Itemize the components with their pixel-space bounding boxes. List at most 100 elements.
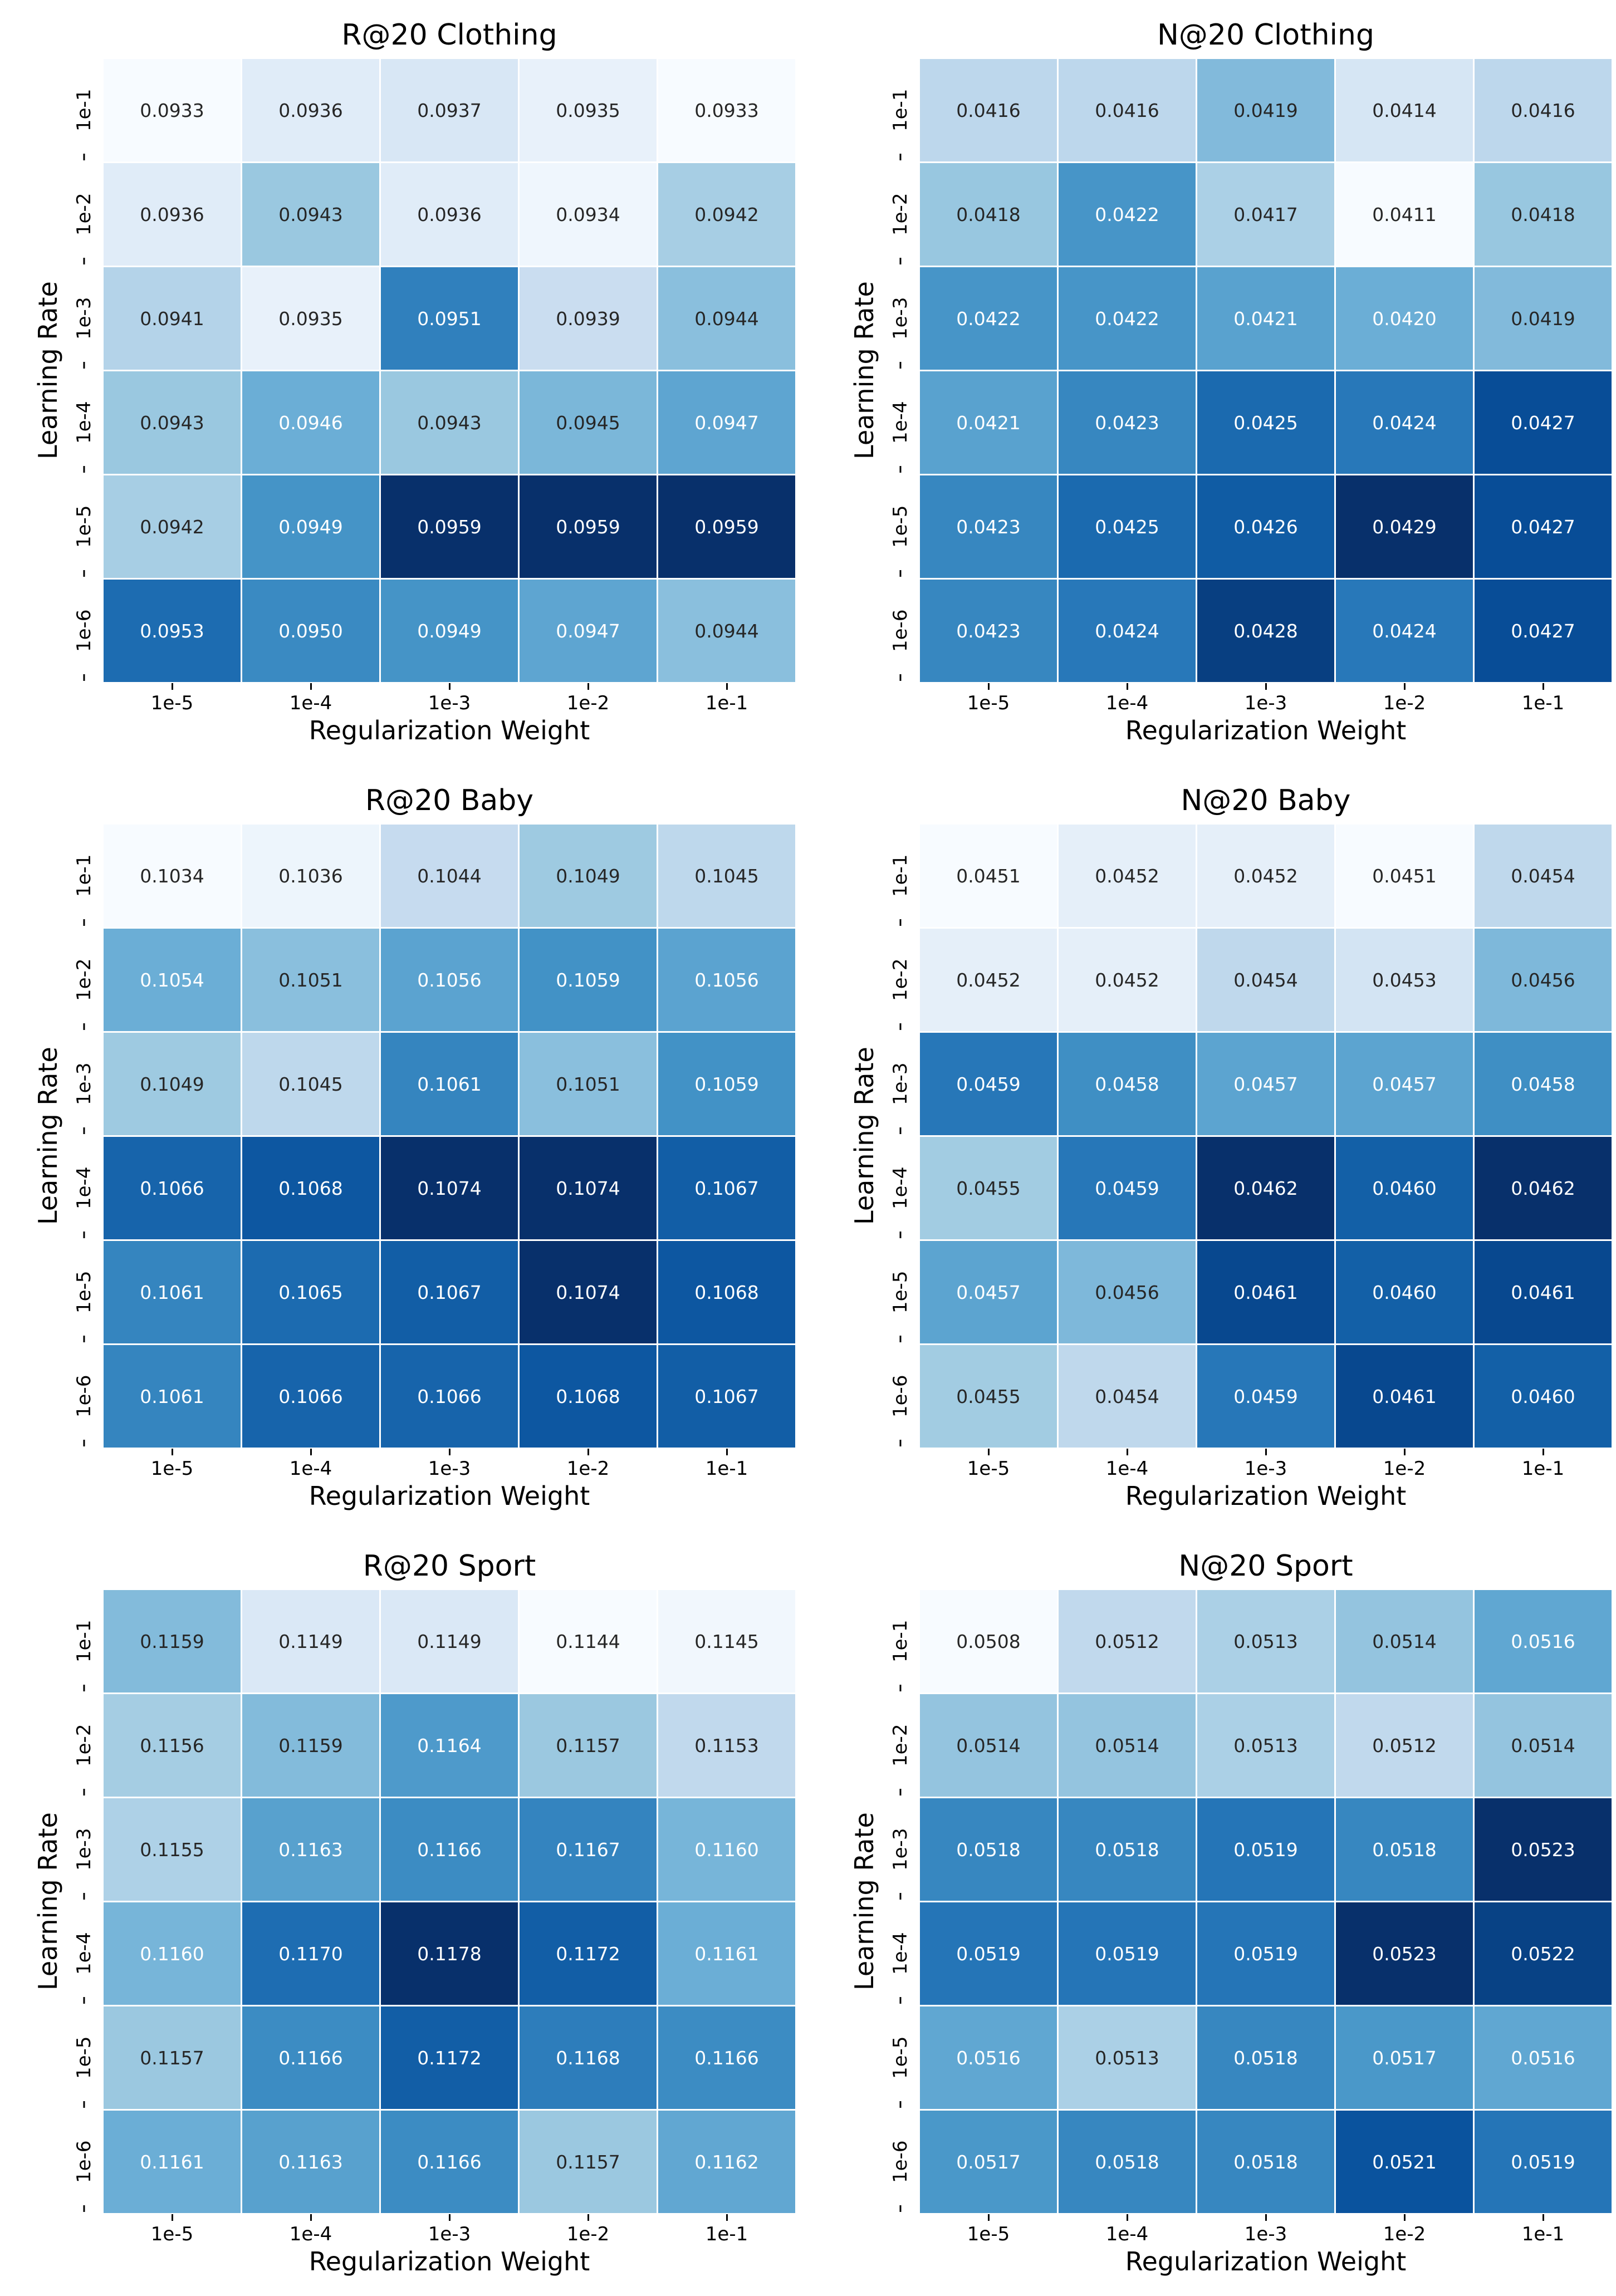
y-tick-label: 1e-3 <box>65 1798 104 1901</box>
heatmap-cell: 0.0953 <box>104 580 241 682</box>
heatmap-cell: 0.1161 <box>104 2111 241 2213</box>
heatmap-cell: 0.1059 <box>658 1033 795 1135</box>
heatmap-cell: 0.1168 <box>520 2006 657 2109</box>
heatmap-cell: 0.1034 <box>104 825 241 927</box>
plot-title: N@20 Baby <box>1181 784 1351 817</box>
heatmap-cell: 0.0942 <box>658 163 795 266</box>
x-axis-ticks: 1e-5 1e-4 1e-3 1e-2 1e-1 <box>104 2213 795 2245</box>
heatmap-cell: 0.0424 <box>1336 371 1473 474</box>
heatmap-cell: 0.1054 <box>104 929 241 1031</box>
y-tick-label: 1e-3 <box>881 1033 920 1135</box>
tick-mark <box>726 683 728 690</box>
heatmap-cell: 0.0420 <box>1336 267 1473 370</box>
x-tick: 1e-1 <box>1475 683 1612 714</box>
subplot-n-20-baby: N@20 Baby Learning Rate 1e-1 1e-2 1e-3 1e-4 1e… <box>848 771 1612 1523</box>
heatmap-cell: 0.1166 <box>381 1798 518 1901</box>
heatmap-cell: 0.0456 <box>1059 1241 1196 1343</box>
heatmap-cell: 0.0943 <box>242 163 379 266</box>
y-tick-label: 1e-6 <box>65 1345 104 1448</box>
heatmap-cell: 0.1160 <box>104 1902 241 2005</box>
heatmap-cell: 0.0451 <box>1336 825 1473 927</box>
x-axis-label: Regularization Weight <box>1125 1481 1407 1511</box>
x-axis-ticks: 1e-5 1e-4 1e-3 1e-2 1e-1 <box>920 1448 1612 1480</box>
plot-title: N@20 Sport <box>1178 1549 1353 1583</box>
tick-mark <box>448 683 450 690</box>
heatmap-cell: 0.0516 <box>1475 1590 1612 1692</box>
heatmap-cell: 0.0522 <box>1475 1902 1612 2005</box>
heatmap-cell: 0.0427 <box>1475 475 1612 578</box>
heatmap-cell: 0.0422 <box>1059 267 1196 370</box>
heatmap-cell: 0.1068 <box>242 1137 379 1239</box>
y-tick-label: 1e-4 <box>881 1137 920 1239</box>
plot-title: R@20 Clothing <box>341 18 557 52</box>
x-tick-label: 1e-4 <box>289 692 332 714</box>
heatmap-cell: 0.1045 <box>242 1033 379 1135</box>
x-tick: 1e-1 <box>658 2214 795 2245</box>
x-axis-ticks: 1e-5 1e-4 1e-3 1e-2 1e-1 <box>104 1448 795 1480</box>
heatmap-cell: 0.1049 <box>104 1033 241 1135</box>
x-tick-label: 1e-4 <box>1105 1458 1149 1480</box>
x-tick: 1e-4 <box>242 1449 379 1480</box>
heatmap-cell: 0.1166 <box>242 2006 379 2109</box>
x-tick-label: 1e-2 <box>1383 2223 1426 2245</box>
tick-mark <box>726 1449 728 1455</box>
heatmap-cell: 0.0519 <box>1197 1902 1334 2005</box>
heatmap-cell: 0.0517 <box>1336 2006 1473 2109</box>
heatmap-cell: 0.1067 <box>658 1137 795 1239</box>
heatmap-cell: 0.0426 <box>1197 475 1334 578</box>
heatmap-cell: 0.0944 <box>658 267 795 370</box>
heatmap-cell: 0.1153 <box>658 1694 795 1797</box>
heatmap-cell: 0.1051 <box>520 1033 657 1135</box>
heatmap-cell: 0.1066 <box>104 1137 241 1239</box>
y-tick-label: 1e-2 <box>65 163 104 266</box>
heatmap-cell: 0.1149 <box>242 1590 379 1692</box>
x-tick-label: 1e-2 <box>566 692 610 714</box>
x-tick: 1e-5 <box>104 2214 241 2245</box>
heatmap-cell: 0.1056 <box>381 929 518 1031</box>
tick-mark <box>1542 1449 1544 1455</box>
tick-mark <box>1126 2214 1128 2221</box>
heatmap-cell: 0.0523 <box>1475 1798 1612 1901</box>
x-tick: 1e-3 <box>381 1449 518 1480</box>
heatmap-cell: 0.0425 <box>1197 371 1334 474</box>
subplot-r-20-sport: R@20 Sport Learning Rate 1e-1 1e-2 1e-3 1e-4 1… <box>31 1537 795 2289</box>
heatmap-cell: 0.0935 <box>242 267 379 370</box>
heatmap-cell: 0.1059 <box>520 929 657 1031</box>
heatmap-cell: 0.0949 <box>242 475 379 578</box>
heatmap-cell: 0.1164 <box>381 1694 518 1797</box>
tick-mark <box>1542 683 1544 690</box>
x-tick-label: 1e-5 <box>967 692 1010 714</box>
tick-mark <box>726 2214 728 2221</box>
heatmap-cell: 0.1157 <box>520 1694 657 1797</box>
y-axis-label: Learning Rate <box>849 1812 879 1991</box>
x-tick: 1e-1 <box>1475 1449 1612 1480</box>
tick-mark <box>310 1449 312 1455</box>
heatmap-cell: 0.0516 <box>1475 2006 1612 2109</box>
heatmap-cell: 0.0943 <box>381 371 518 474</box>
heatmap-cell: 0.0418 <box>1475 163 1612 266</box>
heatmap-cell: 0.1066 <box>381 1345 518 1448</box>
tick-mark <box>1265 1449 1267 1455</box>
tick-mark <box>1265 2214 1267 2221</box>
heatmap-cell: 0.0456 <box>1475 929 1612 1031</box>
y-tick-label: 1e-2 <box>881 929 920 1031</box>
subplot-r-20-clothing: R@20 Clothing Learning Rate 1e-1 1e-2 1e-3 1e… <box>31 6 795 758</box>
heatmap-cell: 0.0418 <box>920 163 1057 266</box>
heatmap-cell: 0.0460 <box>1336 1241 1473 1343</box>
heatmap-cell: 0.0452 <box>1059 929 1196 1031</box>
heatmap-cell: 0.0461 <box>1197 1241 1334 1343</box>
heatmap-cell: 0.0959 <box>520 475 657 578</box>
heatmap-cell: 0.0459 <box>920 1033 1057 1135</box>
heatmap-cell: 0.1145 <box>658 1590 795 1692</box>
heatmap-cell: 0.0518 <box>1197 2111 1334 2213</box>
heatmap-cell: 0.0516 <box>920 2006 1057 2109</box>
x-axis-label: Regularization Weight <box>1125 715 1407 745</box>
heatmap-cell: 0.0513 <box>1197 1694 1334 1797</box>
x-tick-label: 1e-2 <box>1383 1458 1426 1480</box>
heatmap-cell: 0.0523 <box>1336 1902 1473 2005</box>
x-tick-label: 1e-2 <box>566 1458 610 1480</box>
heatmap-cell: 0.0451 <box>920 825 1057 927</box>
tick-mark <box>587 1449 589 1455</box>
x-tick: 1e-2 <box>1336 683 1473 714</box>
heatmap-cell: 0.0518 <box>1059 2111 1196 2213</box>
